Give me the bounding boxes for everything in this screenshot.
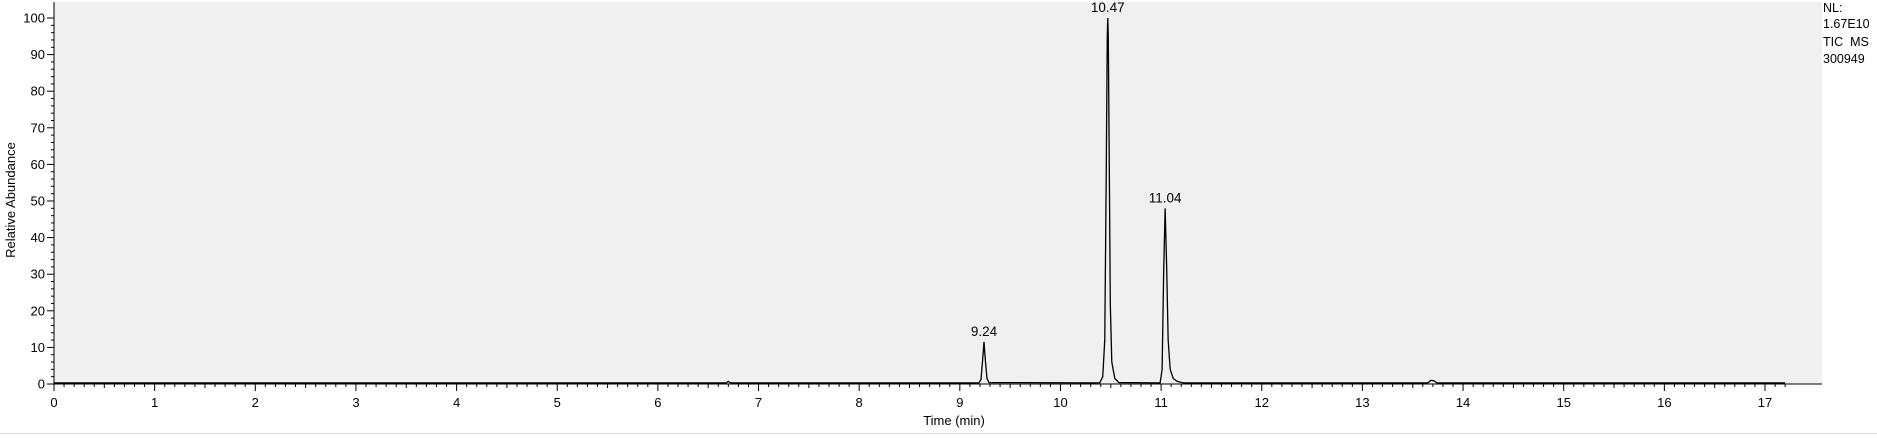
bottom-divider — [0, 433, 1877, 434]
x-tick-label: 4 — [453, 395, 460, 410]
tick-labels: 0 1 2 3 4 5 6 7 8 9 10 11 12 13 14 15 16 1701020304050607… — [23, 11, 1772, 411]
scan-filter: TIC MS — [1823, 35, 1869, 49]
x-tick-label: 12 — [1255, 395, 1269, 410]
y-tick-label: 60 — [31, 157, 45, 172]
y-tick-label: 30 — [31, 267, 45, 282]
x-tick-label: 13 — [1355, 395, 1369, 410]
y-tick-label: 70 — [31, 120, 45, 135]
peak-label: 11.04 — [1149, 190, 1182, 205]
x-tick-label: 6 — [654, 395, 661, 410]
file-name: 300949 — [1823, 52, 1865, 66]
x-tick-label: 0 — [50, 395, 57, 410]
x-tick-label: 3 — [352, 395, 359, 410]
x-tick-label: 5 — [554, 395, 561, 410]
x-tick-label: 7 — [755, 395, 762, 410]
x-tick-label: 17 — [1758, 395, 1772, 410]
tic-trace — [54, 17, 1786, 384]
y-tick-label: 20 — [31, 303, 45, 318]
x-tick-label: 9 — [956, 395, 963, 410]
x-tick-label: 8 — [856, 395, 863, 410]
peak-label: 9.24 — [971, 324, 998, 339]
y-tick-label: 50 — [31, 194, 45, 209]
y-axis-title: Relative Abundance — [3, 142, 18, 258]
peak-label: 10.47 — [1091, 0, 1125, 15]
x-tick-label: 2 — [252, 395, 259, 410]
y-tick-label: 10 — [31, 340, 45, 355]
y-tick-label: 40 — [31, 230, 45, 245]
y-tick-label: 100 — [23, 11, 45, 26]
y-tick-label: 80 — [31, 84, 45, 99]
nl-value: 1.67E10 — [1823, 17, 1870, 31]
nl-label: NL: — [1823, 1, 1843, 15]
x-tick-label: 11 — [1154, 395, 1168, 410]
y-tick-label: 0 — [38, 377, 45, 392]
plot-area — [54, 2, 1822, 384]
x-axis-title: Time (min) — [923, 413, 985, 428]
x-tick-label: 16 — [1657, 395, 1671, 410]
x-tick-label: 1 — [151, 395, 158, 410]
peak-labels: 9.24 10.47 11.04 — [971, 0, 1182, 339]
x-tick-label: 14 — [1456, 395, 1470, 410]
x-tick-label: 15 — [1556, 395, 1570, 410]
y-tick-label: 90 — [31, 47, 45, 62]
major-ticks — [47, 17, 1766, 391]
x-tick-label: 10 — [1053, 395, 1067, 410]
